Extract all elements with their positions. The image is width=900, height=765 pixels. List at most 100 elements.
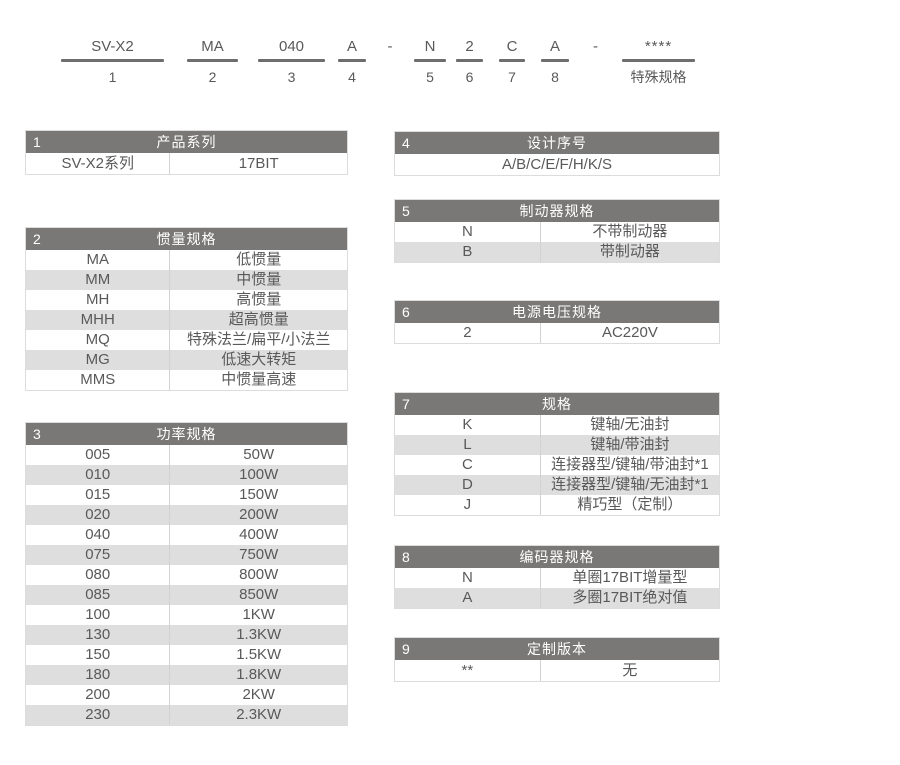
code-underline [456, 59, 483, 62]
table-row: 100 1KW [26, 605, 347, 625]
code-cell: MG [26, 350, 171, 370]
code-cell: 180 [26, 665, 171, 685]
table-row: MG 低速大转矩 [26, 350, 347, 370]
model-code-segment-special: **** 特殊规格 [622, 34, 695, 86]
table-header: 9 定制版本 [395, 638, 719, 660]
dash-text: - [387, 38, 393, 55]
code-cell: 020 [26, 505, 171, 525]
desc-cell: 连接器型/键轴/无油封*1 [551, 476, 709, 493]
desc-cell: 100W [239, 466, 279, 483]
code-number [366, 68, 414, 86]
table-header: 8 编码器规格 [395, 546, 719, 568]
desc-cell: 连接器型/键轴/带油封*1 [551, 456, 709, 473]
table-row: MQ 特殊法兰/扁平/小法兰 [26, 330, 347, 350]
table-row: MMS 中惯量高速 [26, 370, 347, 390]
code-cell: 075 [26, 545, 171, 565]
desc-cell: 1.3KW [236, 626, 282, 643]
code-cell: MHH [26, 310, 171, 330]
code-cell: A [395, 588, 541, 608]
code-text: C [506, 38, 518, 55]
table-row: 200 2KW [26, 685, 347, 705]
table-title: 功率规格 [156, 426, 217, 442]
table-row: 085 850W [26, 585, 347, 605]
code-text: SV-X2 [91, 38, 134, 55]
code-cell: 080 [26, 565, 171, 585]
desc-cell: 键轴/带油封 [590, 436, 670, 453]
desc-cell: 无 [622, 662, 638, 679]
code-cell: MQ [26, 330, 171, 350]
table-title: 定制版本 [527, 641, 587, 657]
table-row: 075 750W [26, 545, 347, 565]
table-body: MA 低惯量 MM 中惯量 MH 高惯量 MHH 超高惯量 MQ 特殊法兰/扁平… [26, 250, 347, 390]
code-underline [622, 59, 695, 62]
desc-cell: 1.8KW [236, 666, 282, 683]
desc-cell: 低速大转矩 [221, 351, 297, 368]
code-cell: 085 [26, 585, 171, 605]
table-brake-spec: 5 制动器规格 N 不带制动器 B 带制动器 [394, 199, 720, 263]
code-cell: 015 [26, 485, 171, 505]
code-cell: 040 [26, 525, 171, 545]
table-row: D 连接器型/键轴/无油封*1 [395, 475, 719, 495]
table-product-series: 1 产品系列 SV-X2系列 17BIT [25, 130, 348, 175]
code-cell: SV-X2系列 [26, 153, 171, 174]
table-header: 6 电源电压规格 [395, 301, 719, 323]
code-text: A [346, 38, 357, 55]
table-row: 015 150W [26, 485, 347, 505]
code-cell: 2 [395, 323, 541, 343]
desc-cell: 不带制动器 [592, 223, 668, 240]
table-row: 230 2.3KW [26, 705, 347, 725]
table-header: 5 制动器规格 [395, 200, 719, 222]
code-cell: N [395, 568, 541, 588]
code-cell: B [395, 242, 541, 262]
table-row: MA 低惯量 [26, 250, 347, 270]
table-number: 7 [402, 396, 410, 412]
table-row: MH 高惯量 [26, 290, 347, 310]
desc-cell: 多圈17BIT绝对值 [572, 589, 688, 606]
table-number: 6 [402, 304, 410, 320]
table-row: A 多圈17BIT绝对值 [395, 588, 719, 608]
code-underline [338, 59, 366, 62]
desc-cell: 键轴/无油封 [590, 416, 670, 433]
table-inertia-spec: 2 惯量规格 MA 低惯量 MM 中惯量 MH 高惯量 MHH 超高惯量 MQ … [25, 227, 348, 391]
table-title: 电源电压规格 [512, 304, 602, 320]
table-row: SV-X2系列 17BIT [26, 153, 347, 174]
table-row: N 单圈17BIT增量型 [395, 568, 719, 588]
desc-cell: 精巧型（定制） [577, 496, 683, 513]
desc-cell: 高惯量 [236, 291, 282, 308]
table-row: 130 1.3KW [26, 625, 347, 645]
table-shaft-spec: 7 规格 K 键轴/无油封 L 键轴/带油封 C 连接器型/键轴/带油封*1 D… [394, 392, 720, 516]
desc-cell: 800W [239, 566, 279, 583]
table-header: 3 功率规格 [26, 423, 347, 445]
code-text: MA [201, 38, 224, 55]
table-header: 2 惯量规格 [26, 228, 347, 250]
code-number: 5 [426, 69, 434, 85]
model-code-segment: A 8 [541, 34, 569, 86]
code-cell: 230 [26, 705, 171, 725]
table-header: 4 设计序号 [395, 132, 719, 154]
table-encoder-spec: 8 编码器规格 N 单圈17BIT增量型 A 多圈17BIT绝对值 [394, 545, 720, 609]
table-voltage-spec: 6 电源电压规格 2 AC220V [394, 300, 720, 344]
desc-cell: 400W [239, 526, 279, 543]
table-number: 8 [402, 549, 410, 565]
table-title: 设计序号 [527, 135, 587, 151]
table-row: 040 400W [26, 525, 347, 545]
table-row: MM 中惯量 [26, 270, 347, 290]
desc-cell: 200W [239, 506, 279, 523]
table-number: 2 [33, 231, 41, 247]
code-cell: 200 [26, 685, 171, 705]
code-number: 4 [348, 69, 356, 85]
desc-cell: 单圈17BIT增量型 [572, 569, 688, 586]
table-number: 1 [33, 134, 41, 150]
table-row: B 带制动器 [395, 242, 719, 262]
code-underline [61, 59, 164, 62]
code-underline [541, 59, 569, 62]
table-title: 惯量规格 [156, 231, 217, 247]
table-row: C 连接器型/键轴/带油封*1 [395, 455, 719, 475]
table-row: 020 200W [26, 505, 347, 525]
code-number: 6 [465, 69, 474, 85]
table-title: 编码器规格 [519, 549, 595, 565]
table-number: 9 [402, 641, 410, 657]
desc-cell: 中惯量 [236, 271, 282, 288]
model-code-segment: MA 2 [187, 34, 238, 86]
